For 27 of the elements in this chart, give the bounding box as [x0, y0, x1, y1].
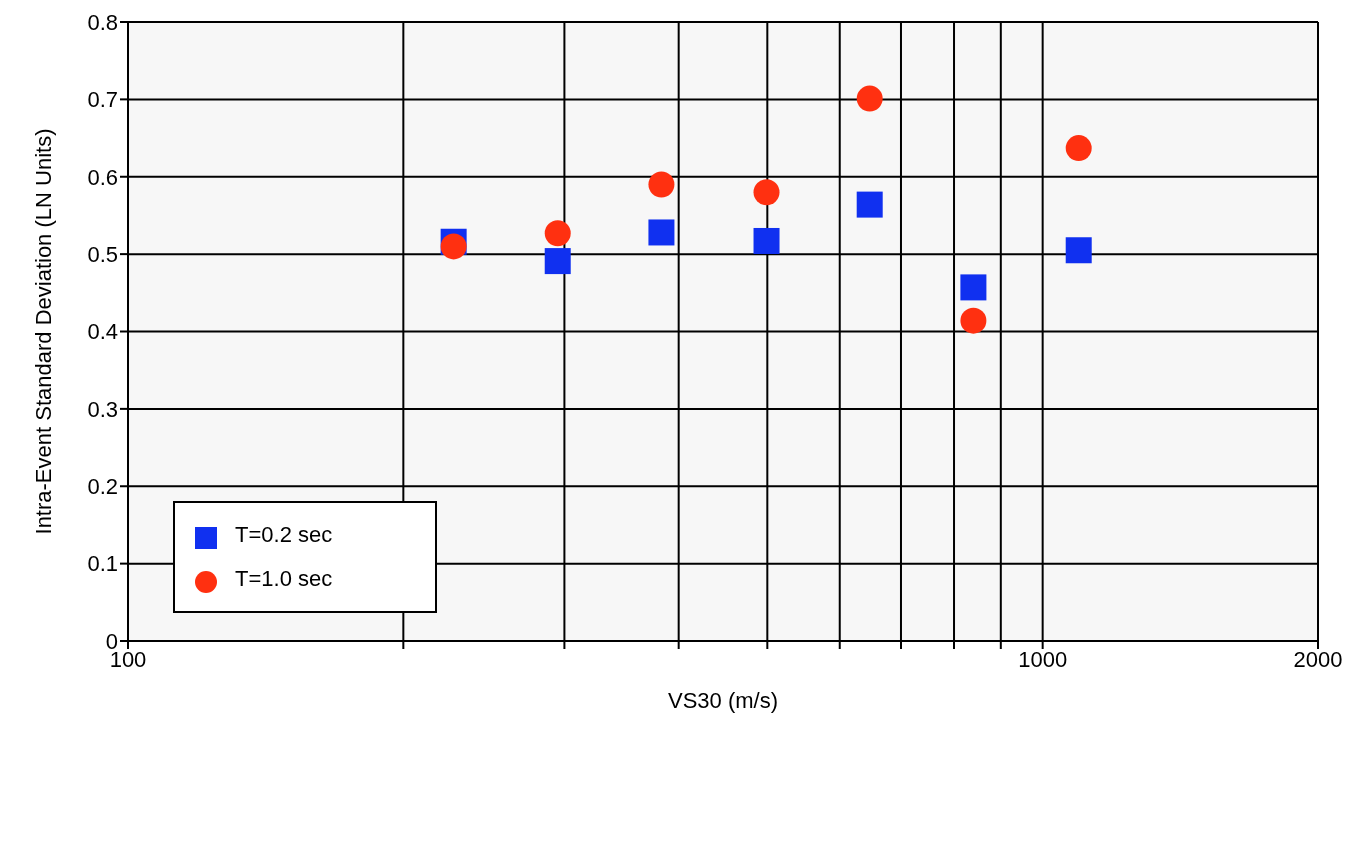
- legend-label: T=0.2 sec: [235, 522, 333, 547]
- point: [1065, 237, 1092, 264]
- y-tick-label: 0.4: [87, 319, 118, 345]
- y-tick-label: 0.1: [87, 551, 118, 577]
- y-axis-title: Intra-Event Standard Deviation (LN Units): [30, 128, 56, 535]
- y-tick-label: 0.8: [87, 9, 118, 35]
- point: [856, 191, 883, 218]
- y-tick-label: 0.7: [87, 87, 118, 113]
- point: [960, 274, 987, 301]
- legend-label: T=1.0 sec: [235, 566, 333, 591]
- x-tick-label: 2000: [1293, 646, 1343, 672]
- point: [544, 248, 571, 275]
- point: [648, 219, 675, 246]
- point: [1065, 135, 1092, 162]
- point: [753, 179, 780, 206]
- point: [856, 85, 883, 112]
- x-tick-label: 1000: [1018, 646, 1068, 672]
- y-tick-label: 0.5: [87, 241, 118, 267]
- point: [960, 307, 987, 334]
- x-axis-title: VS30 (m/s): [667, 688, 779, 713]
- y-tick-label: 0.2: [87, 474, 118, 500]
- y-tick-label: 0.6: [87, 164, 118, 190]
- point: [440, 233, 467, 260]
- point: [544, 220, 571, 247]
- point: [648, 171, 675, 198]
- y-tick-label: 0.3: [87, 396, 118, 422]
- point: [753, 227, 780, 254]
